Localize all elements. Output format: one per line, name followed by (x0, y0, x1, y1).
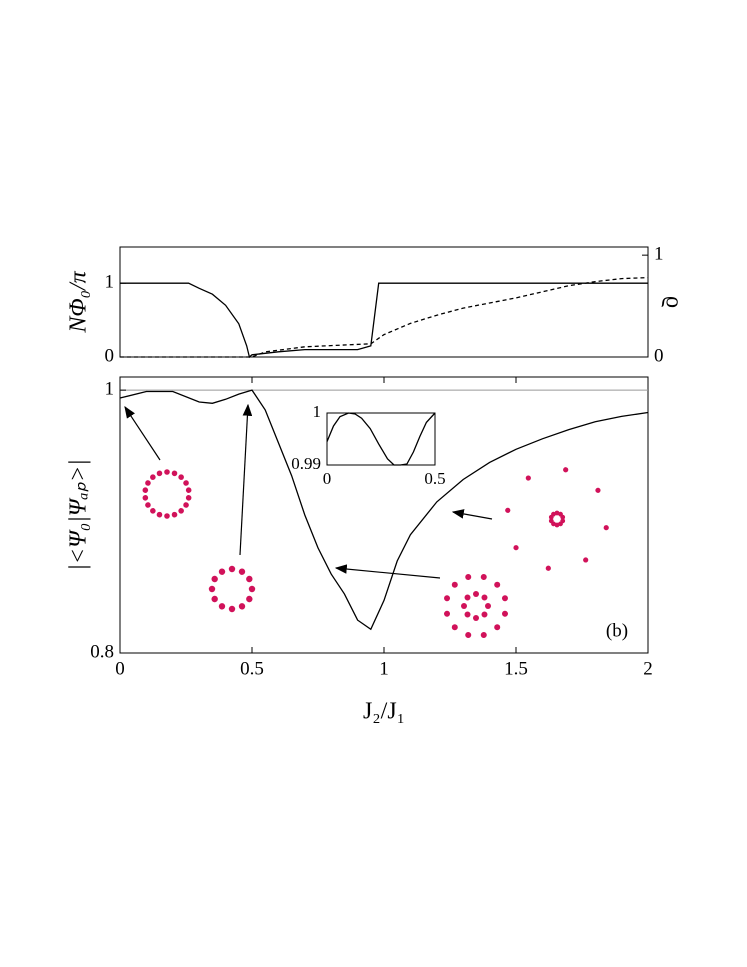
particle (485, 603, 491, 609)
particle (164, 513, 170, 519)
arrow (334, 564, 441, 579)
series-line (120, 282, 648, 359)
x-tick-label: 1.5 (504, 658, 528, 679)
x-tick-label: 0 (323, 469, 332, 488)
arrows (124, 403, 493, 579)
y-tick-label: 1 (313, 402, 322, 421)
y2-axis-label: ϱ (660, 296, 686, 308)
x-tick-label: 0.5 (424, 469, 445, 488)
particle (208, 585, 216, 593)
x-tick-label: 2 (643, 658, 653, 679)
particle (164, 469, 170, 475)
arrow (451, 509, 493, 520)
x-tick-label: 0 (115, 658, 125, 679)
y-tick-label: 1 (105, 379, 115, 400)
particle (228, 565, 236, 573)
x-axis-label: J₂/J₁ (363, 699, 405, 725)
series-line (119, 389, 649, 631)
particle (228, 605, 236, 613)
arrow (239, 403, 253, 556)
series-line (326, 412, 436, 466)
y2-tick-label: 0 (654, 345, 664, 366)
x-tick-label: 0.5 (240, 658, 264, 679)
series-line (120, 276, 649, 358)
y-tick-label: 0 (105, 345, 115, 366)
plot-frame (326, 412, 436, 466)
y-axis-label: |<Ψ₀|Ψₐₚ>| (66, 459, 92, 571)
y-tick-label: 0.99 (291, 454, 321, 473)
y-tick-label: 0.8 (90, 641, 114, 662)
particle (248, 585, 256, 593)
particle (473, 591, 479, 597)
x-tick-label: 1 (379, 658, 389, 679)
y-axis-label: NΦ₀/π (66, 270, 92, 333)
plot-frame (119, 246, 649, 358)
y2-tick-label: 1 (654, 244, 664, 265)
arrow (124, 405, 161, 461)
panel-label: (b) (606, 620, 628, 641)
y-tick-label: 1 (105, 272, 115, 293)
particle (461, 603, 467, 609)
particle (473, 615, 479, 621)
